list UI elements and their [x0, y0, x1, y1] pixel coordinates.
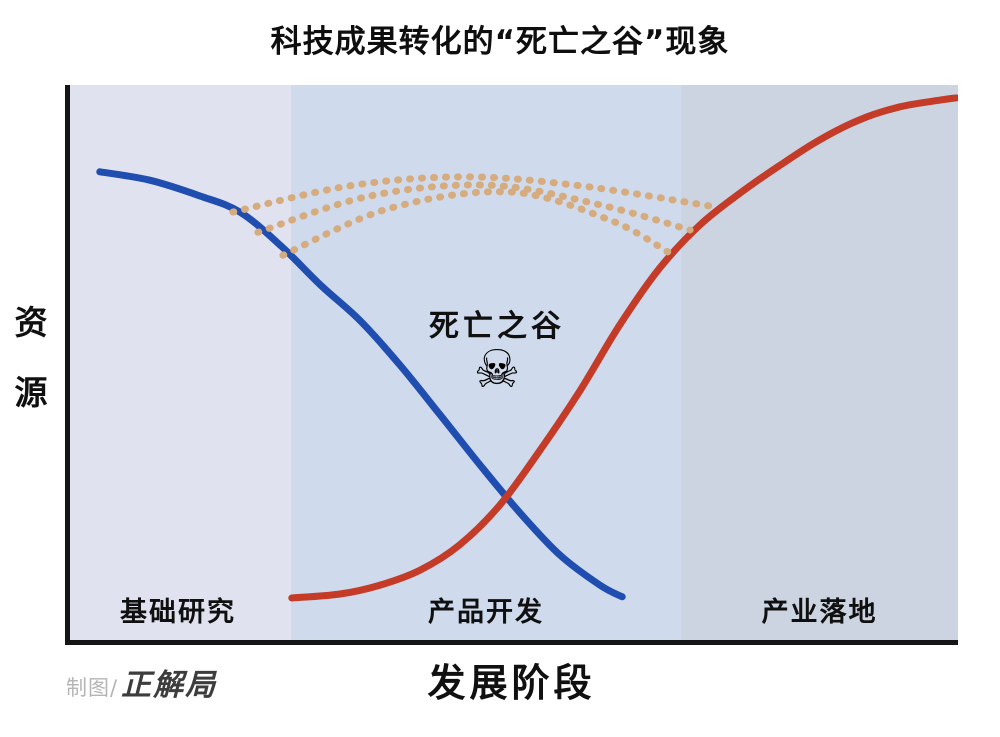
stage-label: 产品开发 — [428, 597, 545, 628]
credit-author-logo: 正解局 — [121, 668, 218, 703]
valley-of-death-label: 死亡之谷 — [429, 309, 565, 344]
credit: 制图/ 正解局 — [66, 660, 217, 704]
stage-label: 基础研究 — [119, 597, 236, 628]
dotted-bridge-arc-3 — [279, 188, 672, 259]
stage-label: 产业落地 — [761, 597, 878, 628]
blue-declining-curve — [96, 168, 626, 601]
dotted-bridge-arc-1 — [229, 173, 714, 216]
stage-region-industry-landing: 产业落地 — [681, 85, 958, 645]
plot-area: 基础研究 产品开发 产业落地 死亡之谷 ☠ — [65, 85, 958, 645]
y-axis-label: 资源 — [14, 303, 48, 412]
x-axis-label: 发展阶段 — [427, 661, 596, 705]
dotted-bridge-arc-2 — [254, 181, 694, 236]
skull-crossbones-icon: ☠ — [473, 340, 521, 400]
red-rising-curve — [288, 94, 958, 602]
curves-svg — [65, 85, 958, 645]
stage-region-basic-research: 基础研究 — [65, 85, 291, 645]
credit-prefix: 制图/ — [66, 676, 119, 700]
axes — [65, 85, 958, 645]
chart-title: 科技成果转化的“死亡之谷”现象 — [270, 24, 730, 60]
stage-region-product-development: 产品开发 — [290, 85, 682, 645]
